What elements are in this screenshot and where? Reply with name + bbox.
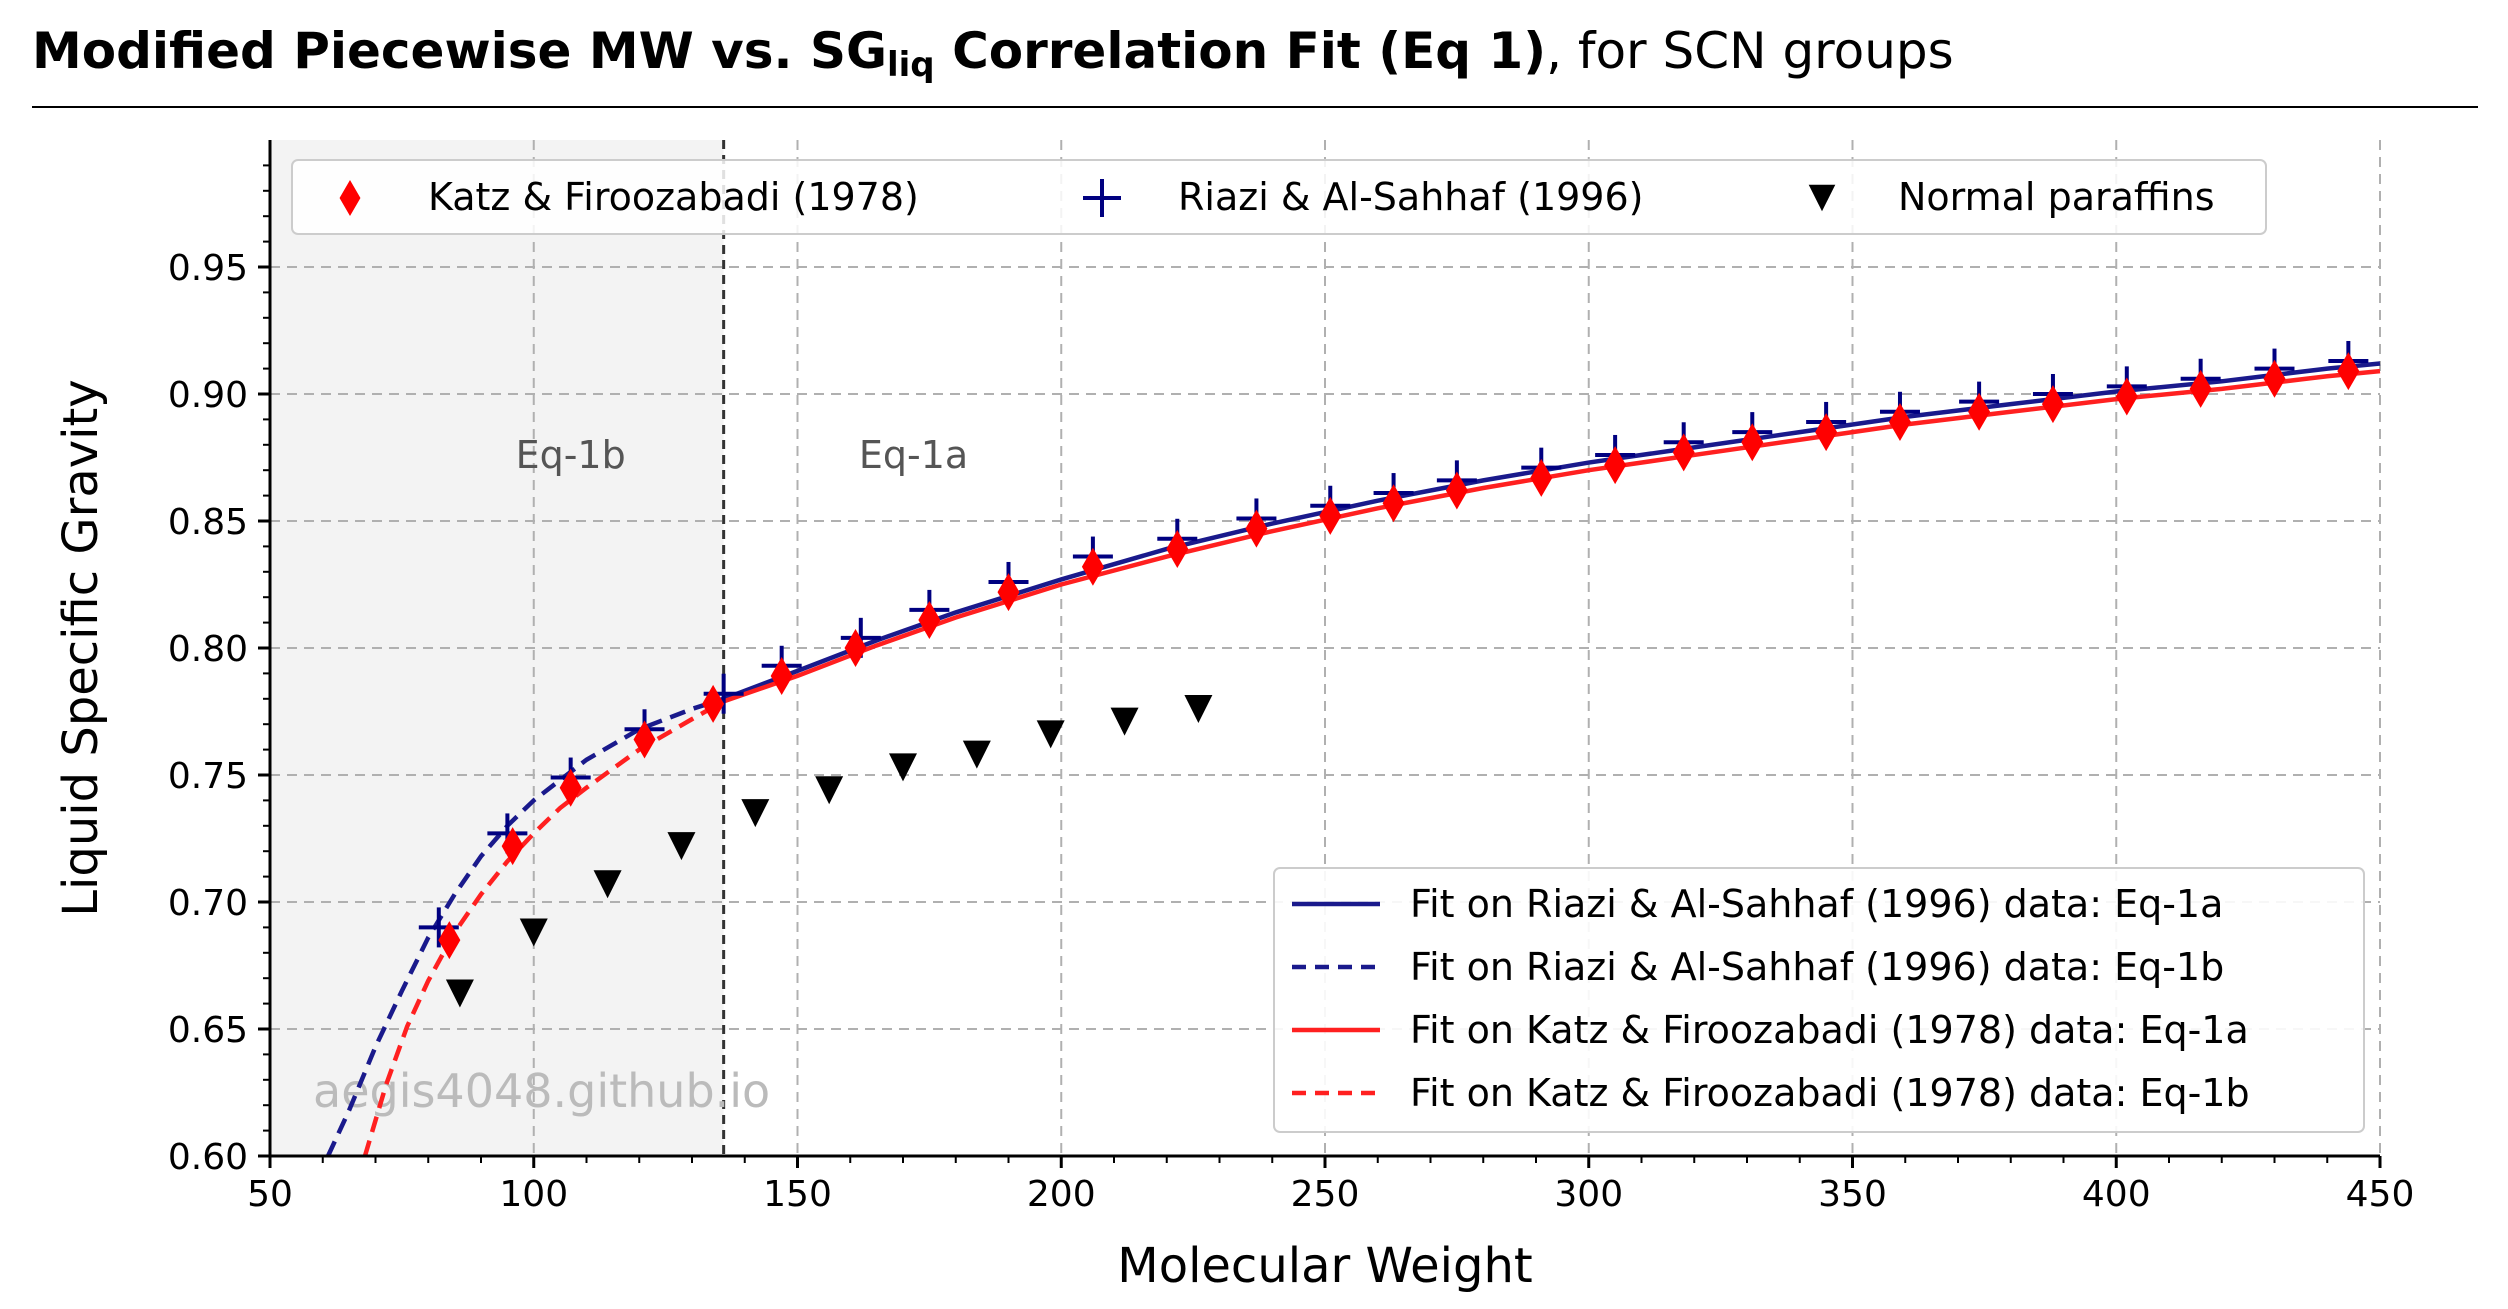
data-point-diamond	[997, 573, 1020, 612]
data-point-triangle-down	[815, 776, 844, 805]
data-point-diamond	[2263, 359, 2286, 398]
x-tick-label: 300	[1554, 1174, 1623, 1215]
legend-label: Riazi & Al-Sahhaf (1996)	[1178, 175, 1643, 219]
x-tick-label: 450	[2346, 1174, 2415, 1215]
data-point-diamond	[633, 720, 656, 759]
data-point-diamond	[1888, 402, 1911, 441]
y-tick-label: 0.60	[168, 1137, 248, 1178]
fit-legend: Fit on Riazi & Al-Sahhaf (1996) data: Eq…	[1273, 867, 2365, 1133]
fit-legend-label: Fit on Riazi & Al-Sahhaf (1996) data: Eq…	[1410, 945, 2224, 989]
x-axis-label: Molecular Weight	[1117, 1238, 1532, 1294]
y-tick-label: 0.75	[168, 756, 248, 797]
y-tick-label: 0.90	[168, 375, 248, 416]
title-bold-part1: Modified Piecewise MW vs.	[32, 22, 810, 80]
data-point-triangle-down	[593, 870, 622, 899]
fit-legend-label: Fit on Katz & Firoozabadi (1978) data: E…	[1410, 1008, 2249, 1052]
title-bold-part2: Correlation Fit (Eq 1)	[934, 22, 1547, 80]
data-point-diamond	[1968, 392, 1991, 431]
data-point-triangle-down	[1110, 707, 1139, 736]
data-point-diamond	[2041, 385, 2064, 424]
title-bold-sub: liq	[887, 45, 935, 85]
fit-legend-frame	[1273, 867, 2365, 1133]
legend-marker-plus	[1083, 179, 1121, 217]
data-point-diamond	[1530, 458, 1553, 497]
data-point-triangle-down	[1184, 694, 1213, 723]
x-tick-label: 50	[247, 1174, 293, 1215]
data-point-diamond	[1319, 496, 1342, 535]
y-tick-label: 0.65	[168, 1010, 248, 1051]
legend-marker-diamond	[339, 179, 361, 217]
legend-marker-triangle-down	[1808, 184, 1836, 212]
data-point-diamond	[770, 656, 793, 695]
fit-line-eq1a	[722, 368, 2381, 704]
data-point-diamond	[2337, 352, 2360, 391]
y-tick-label: 0.85	[168, 502, 248, 543]
x-tick-label: 400	[2082, 1174, 2151, 1215]
data-point-diamond	[501, 827, 524, 866]
y-tick-label: 0.80	[168, 629, 248, 670]
data-point-diamond	[702, 684, 725, 723]
fit-legend-label: Fit on Riazi & Al-Sahhaf (1996) data: Eq…	[1410, 882, 2223, 926]
data-point-triangle-down	[741, 799, 770, 828]
data-point-diamond	[1445, 471, 1468, 510]
data-point-triangle-down	[889, 753, 917, 782]
axes-layer: 50 100 150 200 250 300 350 400 450 0.60 0.65 0.70 0.…	[53, 140, 2414, 1294]
fit-line-eq1b	[362, 699, 725, 1157]
title-bold-sg: SG	[809, 22, 887, 80]
top-legend-frame	[291, 159, 2267, 235]
data-point-diamond	[1604, 446, 1627, 485]
data-point-diamond	[1166, 529, 1189, 568]
data-point-diamond	[2115, 377, 2138, 416]
data-points-layer	[418, 340, 2369, 1008]
x-tick-label: 350	[1818, 1174, 1887, 1215]
top-legend: Katz & Firoozabadi (1978) Riazi & Al-Sahh…	[291, 159, 2267, 235]
x-tick-label: 250	[1291, 1174, 1360, 1215]
watermark: aegis4048.github.io	[313, 1064, 770, 1118]
legend-label: Katz & Firoozabadi (1978)	[428, 175, 919, 219]
chart-title: Modified Piecewise MW vs. SGliq Correlat…	[32, 22, 1954, 85]
data-point-diamond	[918, 601, 941, 640]
fit-legend-label: Fit on Katz & Firoozabadi (1978) data: E…	[1410, 1071, 2250, 1115]
data-point-diamond	[844, 629, 867, 667]
data-point-triangle-down	[1036, 720, 1065, 749]
fit-line-eq1b	[325, 696, 725, 1157]
data-point-triangle-down	[962, 740, 991, 769]
data-point-triangle-down	[445, 979, 474, 1008]
x-tick-label: 200	[1027, 1174, 1096, 1215]
legend-label: Normal paraffins	[1898, 175, 2215, 219]
y-tick-label: 0.70	[168, 883, 248, 924]
title-rule	[32, 106, 2478, 108]
y-tick-label: 0.95	[168, 248, 248, 289]
region-label: Eq-1b	[516, 433, 626, 477]
title-normal-part: , for SCN groups	[1546, 22, 1954, 80]
data-point-diamond	[438, 921, 461, 960]
data-point-diamond	[1382, 484, 1405, 523]
data-point-diamond	[559, 768, 582, 807]
data-point-diamond	[1741, 423, 1764, 462]
data-point-triangle-down	[519, 918, 548, 947]
data-point-diamond	[2189, 369, 2212, 408]
x-tick-label: 100	[499, 1174, 568, 1215]
data-point-diamond	[1815, 413, 1838, 452]
data-point-diamond	[1672, 433, 1695, 472]
data-point-diamond	[1081, 547, 1104, 586]
data-point-triangle-down	[667, 832, 696, 861]
region-label: Eq-1a	[859, 433, 968, 477]
data-point-diamond	[1245, 509, 1268, 548]
x-tick-label: 150	[763, 1174, 832, 1215]
y-axis-label: Liquid Specific Gravity	[53, 379, 109, 916]
